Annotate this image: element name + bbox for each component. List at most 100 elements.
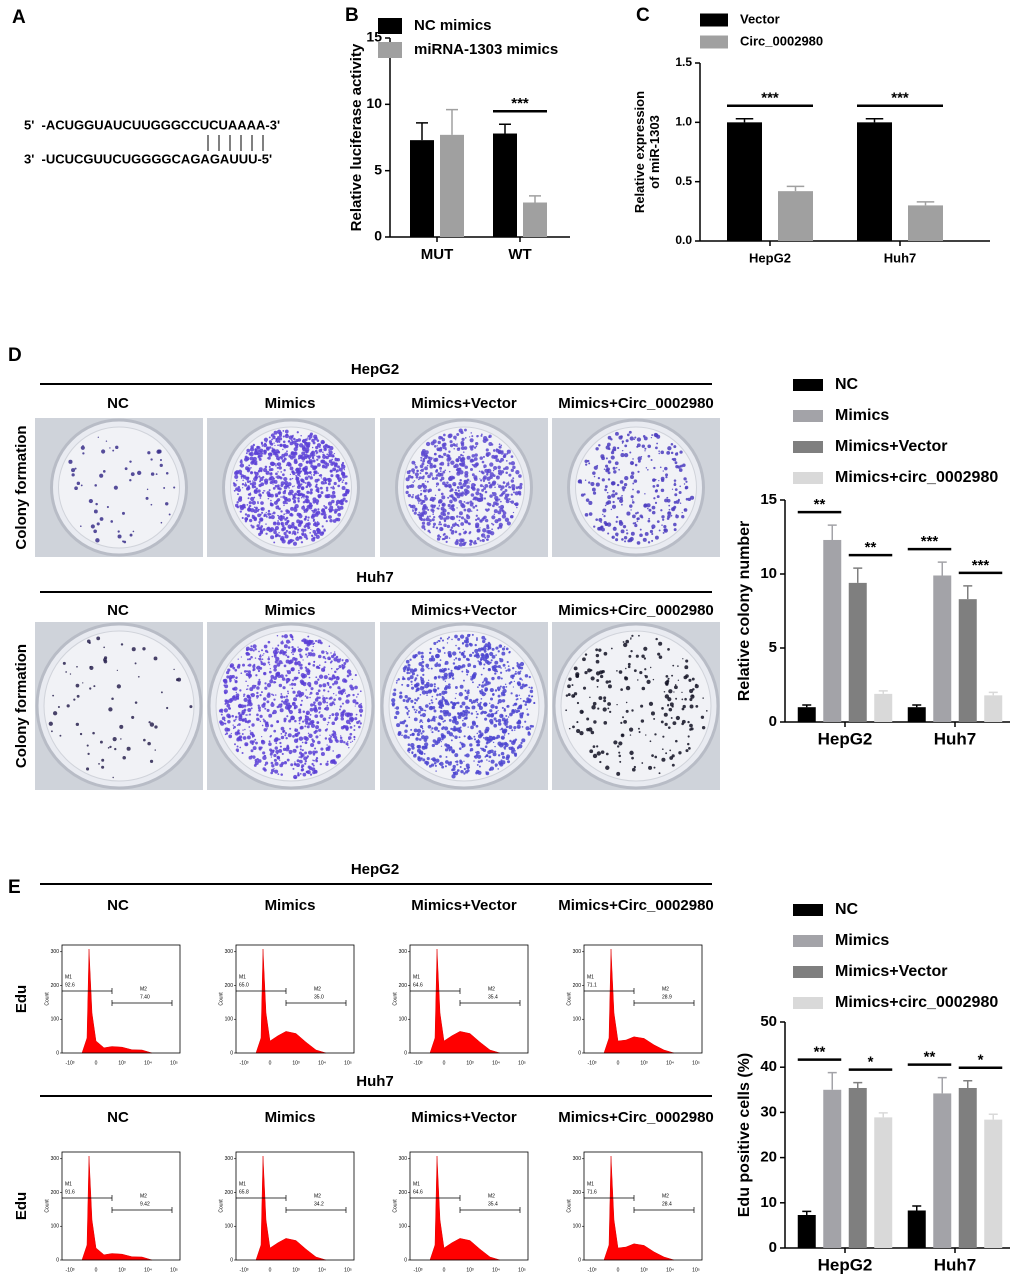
colony-dot [268,465,271,468]
colony-dot [604,504,607,507]
colony-dot [294,749,297,752]
colony-dot [307,455,310,458]
colony-dot [427,474,431,479]
colony-dot [439,637,443,640]
colony-dot [69,673,72,675]
bar [523,202,547,237]
colony-dot [458,428,463,433]
colony-dot [292,541,298,546]
colony-dot [510,479,515,483]
colony-dot [463,767,466,771]
colony-dot [607,684,612,689]
colony-dot [420,726,423,728]
colony-dot [305,710,310,715]
colony-dot [467,522,470,525]
colony-dot [501,706,504,709]
colony-dot [603,696,607,700]
colony-dot [298,462,303,467]
colony-dot [304,751,308,755]
colony-dot [321,667,326,672]
colony-dot [484,693,487,695]
colony-dot [295,467,300,471]
x-tick-label: Huh7 [934,1255,977,1274]
colony-dot [247,719,251,723]
gate-name: M2 [314,1193,321,1199]
colony-dot [418,511,421,514]
colony-dot [452,482,457,487]
colony-dot [438,499,443,504]
colony-dot [510,461,516,466]
colony-dot [669,702,674,707]
gate-value: 35.4 [488,994,498,1000]
bar [984,1119,1003,1248]
colony-dot [420,456,423,459]
colony-dot [348,747,350,749]
colony-dot [73,698,76,701]
colony-dot [248,663,252,667]
colony-dot [292,767,295,770]
colony-dot [489,749,491,752]
colony-dot [304,736,309,741]
colony-dot [424,745,428,749]
gate-m2 [633,1207,695,1213]
legend-label: NC [835,901,859,918]
colony-dot [464,709,469,714]
colony-dot [500,735,505,740]
colony-dot [501,714,504,717]
colony-dot [428,651,432,655]
colony-dot [353,728,356,732]
colony-dot [498,445,502,449]
gate-value: 35.0 [314,994,324,1000]
colony-dot [475,771,478,775]
colony-dot [451,768,454,772]
colony-dot [275,437,280,442]
column-title: NC [107,897,129,914]
colony-dot [354,705,356,707]
colony-dot [639,528,642,531]
colony-dot [410,743,415,748]
colony-dot [453,725,456,729]
x-tick-label: MUT [421,246,454,263]
colony-dot [240,704,242,707]
colony-dot [307,475,311,478]
colony-dot [412,493,415,496]
colony-dot [320,477,322,479]
colony-dot [233,483,237,487]
colony-image [552,418,720,557]
colony-dot [412,509,415,512]
colony-dot [283,664,287,668]
colony-dot [604,522,609,526]
colony-dot [245,651,249,655]
colony-dot [625,709,629,713]
colony-dot [672,664,675,667]
colony-dot [484,745,488,749]
bar [907,707,926,722]
colony-dot [269,748,273,752]
colony-dot [254,657,257,659]
colony-dot [285,674,288,677]
colony-dot [311,652,316,657]
colony-dot [488,434,492,438]
colony-dot [445,540,448,543]
colony-dot [265,532,268,535]
colony-dot [227,668,231,672]
colony-dot [443,433,446,437]
colony-dot [294,492,298,496]
colony-dot [261,724,264,727]
colony-dot [303,481,305,484]
colony-dot [345,719,351,724]
colony-dot [220,708,224,712]
colony-dot [270,768,275,773]
colony-dot [450,669,453,672]
colony-dot [317,689,321,693]
colony-dot [414,711,417,714]
colony-dot [263,478,269,483]
colony-dot [471,502,474,505]
colony-dot [463,446,468,450]
colony-dot [451,716,454,718]
colony-dot [277,462,282,467]
colony-dot [303,449,305,451]
colony-dot [76,665,78,668]
colony-dot [329,519,333,523]
plot-frame [583,1151,703,1261]
